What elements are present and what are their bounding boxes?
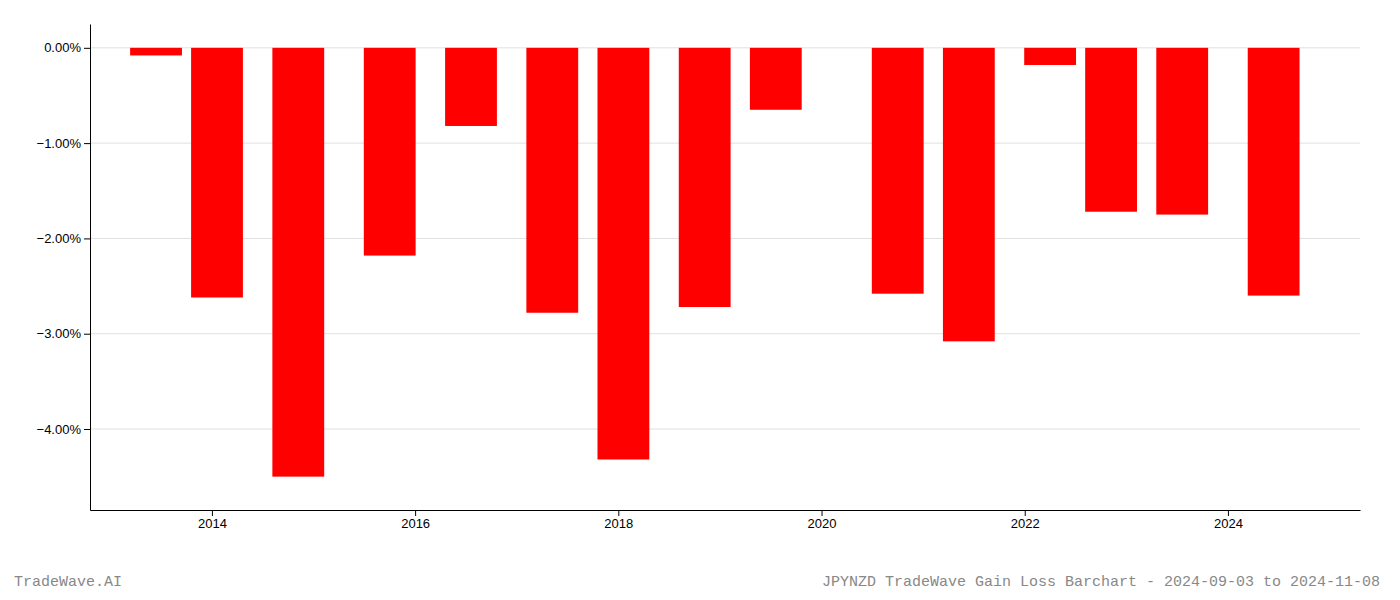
tick-label: −4.00% [37, 422, 82, 437]
tick: 2020 [808, 510, 837, 531]
tick-mark [84, 429, 90, 430]
bar [191, 48, 243, 298]
tick-label: −1.00% [37, 136, 82, 151]
bar [445, 48, 497, 126]
chart: 0.00%−1.00%−2.00%−3.00%−4.00%20142016201… [0, 0, 1400, 600]
tick-mark [84, 48, 90, 49]
tick: 2014 [198, 510, 227, 531]
tick-label: 2024 [1214, 516, 1243, 531]
bar [1024, 48, 1076, 65]
tick-mark [84, 334, 90, 335]
bar [364, 48, 416, 256]
tick: −1.00% [37, 136, 90, 151]
bar [679, 48, 731, 307]
bar [272, 48, 324, 477]
x-axis: 2014 2016 2018 2020 2022 2024 [91, 510, 1361, 531]
tick: −2.00% [37, 231, 90, 246]
axis-line [91, 510, 1361, 511]
tick-label: −2.00% [37, 231, 82, 246]
tick-mark [618, 510, 619, 516]
tick-label: 2018 [604, 516, 633, 531]
tick: 2018 [604, 510, 633, 531]
tick-mark [1025, 510, 1026, 516]
axis-line [90, 25, 91, 511]
y-axis: 0.00% −1.00% −2.00% −3.00% −4.00% [37, 25, 91, 511]
bar [526, 48, 578, 313]
tick-label: 2022 [1011, 516, 1040, 531]
bar [943, 48, 995, 342]
bar [750, 48, 802, 110]
tick-label: −3.00% [37, 326, 82, 341]
bar [1156, 48, 1208, 215]
tick-label: 2014 [198, 516, 227, 531]
title: JPYNZD TradeWave Gain Loss Barchart - 20… [822, 574, 1380, 591]
tick: −3.00% [37, 326, 90, 341]
tick-mark [1228, 510, 1229, 516]
tick-label: 0.00% [44, 40, 81, 55]
tick: 2024 [1214, 510, 1243, 531]
tick: 2022 [1011, 510, 1040, 531]
annotation: TradeWave.AI [14, 574, 122, 591]
bars [130, 48, 1299, 477]
tick: 0.00% [44, 40, 90, 55]
bar [1248, 48, 1300, 296]
bar [597, 48, 649, 460]
tick-mark [84, 143, 90, 144]
tick-mark [84, 238, 90, 239]
tick-label: 2020 [808, 516, 837, 531]
bar [1085, 48, 1137, 212]
plot: 0.00%−1.00%−2.00%−3.00%−4.00%20142016201… [37, 25, 1361, 532]
bar [872, 48, 924, 294]
tick-mark [212, 510, 213, 516]
tick-mark [415, 510, 416, 516]
tick: 2016 [401, 510, 430, 531]
tick-mark [822, 510, 823, 516]
bar [130, 48, 182, 56]
tick-label: 2016 [401, 516, 430, 531]
tick: −4.00% [37, 422, 90, 437]
